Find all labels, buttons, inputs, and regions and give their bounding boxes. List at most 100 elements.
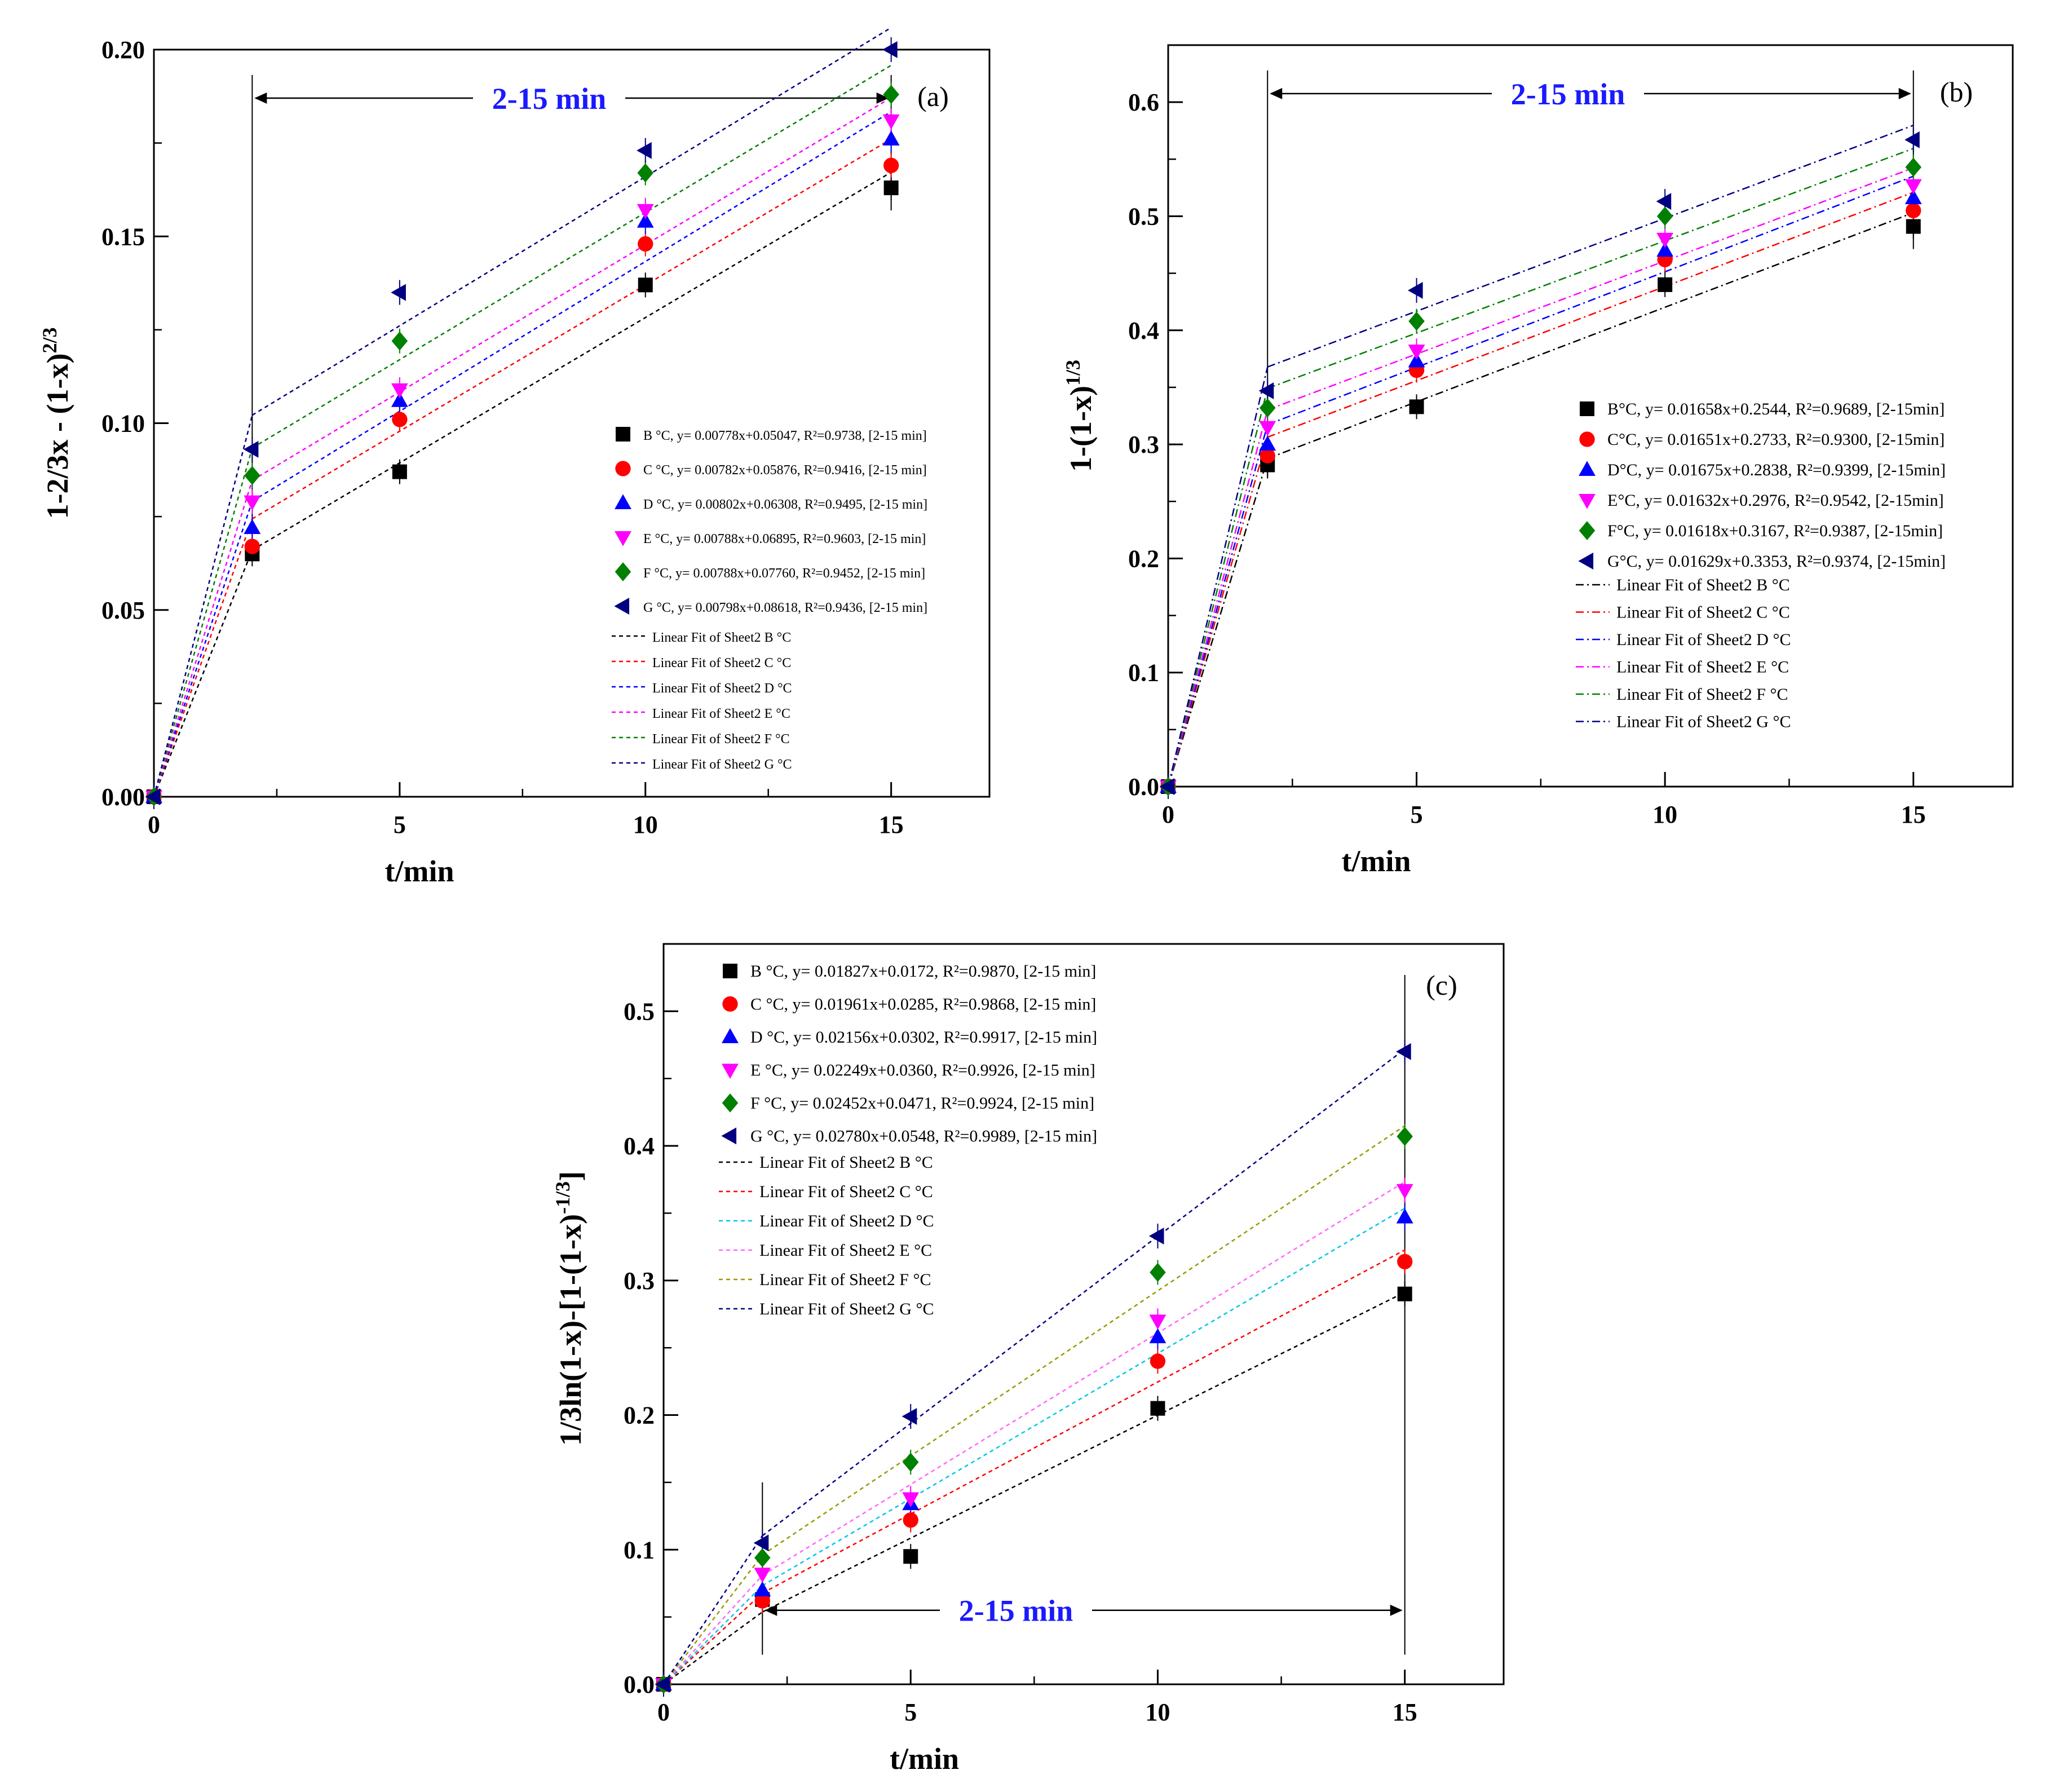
- origin-connector-F: [153, 448, 253, 797]
- legend-entry-C: C°C, y= 0.01651x+0.2733, R²=0.9300, [2-1…: [1607, 430, 1945, 449]
- y-tick-label: 0.4: [1128, 317, 1159, 345]
- origin-connector-E: [1167, 409, 1269, 787]
- data-point-C: [1260, 448, 1275, 464]
- legend-entry-C: C °C, y= 0.01961x+0.0285, R²=0.9868, [2-…: [750, 995, 1096, 1014]
- data-point-G: [1159, 778, 1175, 795]
- data-point-D: [391, 392, 408, 407]
- legend-fit-entry-G: Linear Fit of Sheet2 G °C: [652, 757, 792, 772]
- data-point-E: [1259, 421, 1276, 436]
- range-arrowhead-left: [1270, 88, 1283, 99]
- data-point-B: [1658, 277, 1673, 292]
- data-point-C: [244, 539, 260, 554]
- x-tick-label: 10: [633, 811, 658, 838]
- data-point-G: [1396, 1043, 1411, 1060]
- panel-tag: (a): [917, 81, 949, 112]
- y-tick-label: 0.2: [624, 1402, 655, 1429]
- data-point-F: [1397, 1127, 1413, 1146]
- data-point-F: [1408, 311, 1425, 331]
- x-tick-label: 15: [1393, 1698, 1417, 1726]
- fit-line-E: [762, 1181, 1406, 1576]
- data-point-B: [1409, 399, 1424, 414]
- data-point-D: [882, 130, 900, 146]
- data-point-F: [391, 331, 408, 351]
- data-point-B: [1906, 219, 1921, 234]
- plot-frame: [662, 943, 1505, 1685]
- origin-connector-F: [1167, 388, 1269, 787]
- data-point-E: [1904, 179, 1922, 195]
- legend-marker-F: [1579, 521, 1596, 540]
- legend-marker-D: [615, 494, 631, 510]
- y-tick-label: 0.3: [1128, 431, 1159, 458]
- data-point-D: [1149, 1328, 1166, 1344]
- x-tick-label: 10: [1145, 1698, 1170, 1726]
- legend: B °C, y= 0.01827x+0.0172, R²=0.9870, [2-…: [719, 962, 1097, 1318]
- data-point-E: [1396, 1184, 1413, 1199]
- data-point-C: [903, 1512, 918, 1528]
- legend-marker-C: [722, 996, 738, 1012]
- data-point-E: [754, 1568, 771, 1583]
- legend-entry-G: G °C, y= 0.00798x+0.08618, R²=0.9436, [2…: [643, 601, 927, 615]
- origin-connector-D: [1167, 424, 1269, 787]
- data-point-F: [637, 163, 654, 183]
- data-point-C: [1150, 1353, 1166, 1369]
- data-point-B: [903, 1549, 918, 1564]
- range-arrowhead-left: [254, 92, 267, 104]
- panel-a: 0 5 10 15 0.00 0.05 0.10 0.15 0.20 t/min 1-2/3x - …: [38, 27, 991, 888]
- fit-line-E: [1267, 167, 1914, 411]
- y-tick-label: 0.2: [1128, 545, 1159, 572]
- y-tick-label: 0.10: [101, 410, 145, 438]
- legend: B °C, y= 0.00778x+0.05047, R²=0.9738, [2…: [612, 427, 927, 772]
- legend-fit-entry-B: Linear Fit of Sheet2 B °C: [759, 1153, 933, 1172]
- data-point-D: [1396, 1208, 1413, 1224]
- legend-entry-E: E °C, y= 0.02249x+0.0360, R²=0.9926, [2-…: [750, 1061, 1095, 1080]
- legend-marker-B: [723, 964, 737, 978]
- y-axis-title: 1-(1-x)1/3: [1062, 360, 1098, 472]
- data-point-E: [882, 114, 900, 130]
- range-label: 2-15 min: [492, 82, 607, 116]
- data-point-D: [1656, 241, 1674, 257]
- legend-marker-B: [616, 427, 630, 442]
- legend-marker-D: [722, 1028, 739, 1044]
- fit-line-C: [251, 138, 892, 520]
- legend-entry-F: F °C, y= 0.02452x+0.0471, R²=0.9924, [2-…: [750, 1094, 1094, 1113]
- data-point-D: [1408, 352, 1425, 368]
- fit-line-D: [251, 111, 892, 502]
- data-point-F: [1905, 157, 1922, 177]
- origin-connector-C: [663, 1592, 763, 1685]
- x-axis-title: t/min: [385, 854, 454, 888]
- data-point-D: [637, 213, 654, 228]
- data-point-C: [883, 157, 899, 174]
- data-point-F: [902, 1453, 919, 1472]
- legend-fit-entry-F: Linear Fit of Sheet2 F °C: [652, 732, 790, 747]
- data-point-C: [392, 412, 408, 427]
- data-point-G: [655, 1676, 670, 1693]
- plot-frame: [153, 48, 991, 798]
- data-point-F: [244, 466, 260, 485]
- origin-connector-D: [153, 501, 253, 797]
- origin-connector-B: [663, 1611, 763, 1685]
- data-point-B: [392, 464, 407, 479]
- data-point-G: [1258, 382, 1274, 399]
- x-tick-label: 5: [904, 1698, 917, 1726]
- data-point-C: [754, 1593, 770, 1609]
- legend-entry-G: G °C, y= 0.02780x+0.0548, R²=0.9989, [2-…: [750, 1127, 1097, 1146]
- legend-marker-G: [1578, 553, 1594, 570]
- panel-c: 0 5 10 15 0.0 0.1 0.2 0.3 0.4 0.5 t/min 1/3ln(1-x)-…: [551, 943, 1505, 1776]
- x-axis-title: t/min: [890, 1742, 959, 1776]
- fit-line-B: [251, 171, 892, 551]
- legend-fit-entry-C: Linear Fit of Sheet2 C °C: [759, 1182, 933, 1201]
- x-tick-label: 15: [879, 811, 904, 838]
- origin-connector-C: [153, 518, 253, 797]
- data-point-E: [902, 1492, 920, 1508]
- legend-entry-E: E°C, y= 0.01632x+0.2976, R²=0.9542, [2-1…: [1607, 491, 1944, 510]
- data-point-G: [1904, 131, 1920, 148]
- fit-line-G: [762, 1048, 1406, 1537]
- data-point-D: [754, 1581, 771, 1596]
- legend-marker-D: [1579, 461, 1596, 476]
- data-point-F: [754, 1548, 771, 1568]
- data-point-G: [1656, 193, 1672, 210]
- data-point-G: [882, 41, 898, 58]
- fit-line-F: [251, 64, 892, 449]
- data-point-G: [391, 284, 406, 301]
